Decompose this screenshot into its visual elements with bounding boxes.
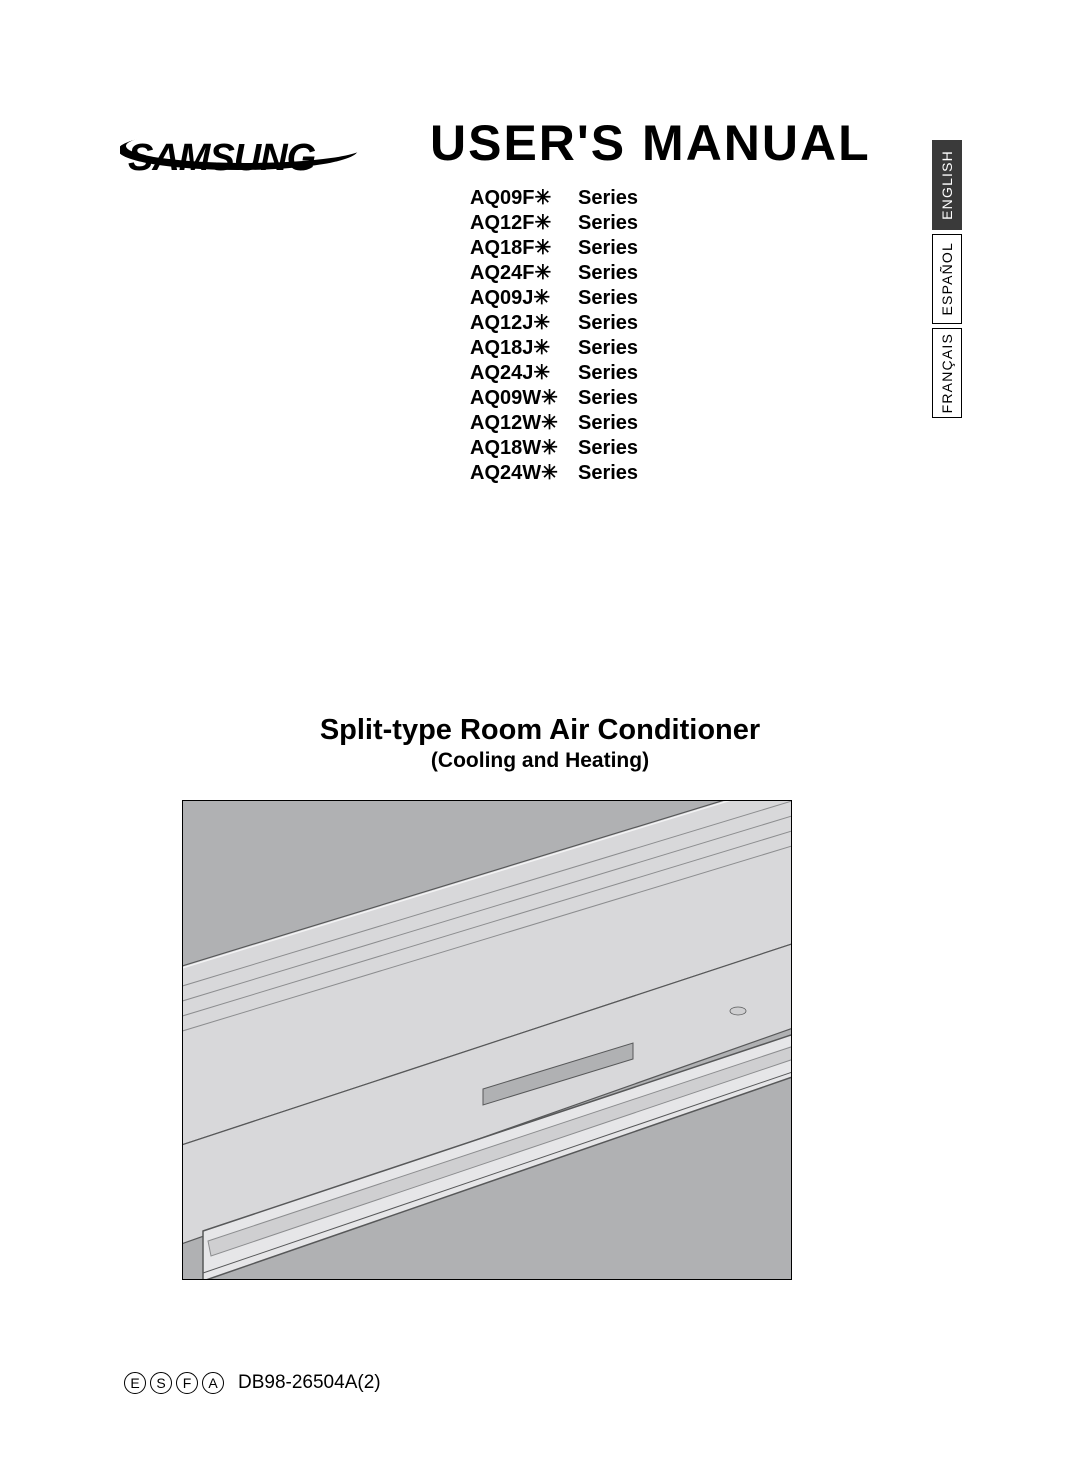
subtitle-block: Split-type Room Air Conditioner (Cooling…	[0, 714, 1080, 773]
footer-letter: A	[202, 1372, 224, 1394]
model-row: AQ24J✳Series	[470, 361, 638, 386]
model-series: Series	[578, 411, 638, 436]
model-series: Series	[578, 336, 638, 361]
manual-title: USER'S MANUAL	[430, 114, 871, 172]
footer-language-codes: E S F A	[124, 1372, 224, 1394]
model-series: Series	[578, 436, 638, 461]
language-label: ESPAÑOL	[939, 242, 955, 316]
model-code: AQ24J✳	[470, 361, 578, 386]
language-tab-espanol[interactable]: ESPAÑOL	[932, 234, 962, 324]
model-series: Series	[578, 461, 638, 486]
model-series: Series	[578, 261, 638, 286]
model-row: AQ12J✳Series	[470, 311, 638, 336]
model-row: AQ24W✳Series	[470, 461, 638, 486]
model-row: AQ18J✳Series	[470, 336, 638, 361]
language-label: FRANÇAIS	[939, 333, 955, 413]
model-code: AQ09W✳	[470, 386, 578, 411]
product-subsubtitle: (Cooling and Heating)	[0, 749, 1080, 773]
model-code: AQ12F✳	[470, 211, 578, 236]
svg-text:SAMSUNG: SAMSUNG	[128, 137, 316, 179]
language-tab-francais[interactable]: FRANÇAIS	[932, 328, 962, 418]
model-series: Series	[578, 361, 638, 386]
model-series: Series	[578, 186, 638, 211]
model-code: AQ18J✳	[470, 336, 578, 361]
language-tab-english[interactable]: ENGLISH	[932, 140, 962, 230]
model-series: Series	[578, 286, 638, 311]
product-subtitle: Split-type Room Air Conditioner	[0, 714, 1080, 747]
footer-letter: E	[124, 1372, 146, 1394]
model-code: AQ24F✳	[470, 261, 578, 286]
model-series: Series	[578, 386, 638, 411]
model-code: AQ09F✳	[470, 186, 578, 211]
model-row: AQ18W✳Series	[470, 436, 638, 461]
footer: E S F A DB98-26504A(2)	[124, 1372, 381, 1394]
footer-letter: F	[176, 1372, 198, 1394]
model-row: AQ24F✳Series	[470, 261, 638, 286]
footer-doc-code: DB98-26504A(2)	[238, 1372, 381, 1394]
model-code: AQ18W✳	[470, 436, 578, 461]
model-series: Series	[578, 311, 638, 336]
model-code: AQ24W✳	[470, 461, 578, 486]
manual-cover-page: SAMSUNG USER'S MANUAL AQ09F✳Series AQ12F…	[0, 0, 1080, 1476]
model-row: AQ12W✳Series	[470, 411, 638, 436]
footer-letter: S	[150, 1372, 172, 1394]
model-series: Series	[578, 211, 638, 236]
model-code: AQ12J✳	[470, 311, 578, 336]
model-list: AQ09F✳Series AQ12F✳Series AQ18F✳Series A…	[470, 186, 638, 486]
model-code: AQ09J✳	[470, 286, 578, 311]
model-series: Series	[578, 236, 638, 261]
model-row: AQ09J✳Series	[470, 286, 638, 311]
product-illustration	[182, 800, 792, 1280]
model-row: AQ09W✳Series	[470, 386, 638, 411]
language-tabs: ENGLISH ESPAÑOL FRANÇAIS	[932, 140, 962, 418]
model-code: AQ12W✳	[470, 411, 578, 436]
brand-logo: SAMSUNG	[120, 130, 370, 184]
model-row: AQ18F✳Series	[470, 236, 638, 261]
model-row: AQ12F✳Series	[470, 211, 638, 236]
model-row: AQ09F✳Series	[470, 186, 638, 211]
language-label: ENGLISH	[939, 150, 955, 220]
model-code: AQ18F✳	[470, 236, 578, 261]
